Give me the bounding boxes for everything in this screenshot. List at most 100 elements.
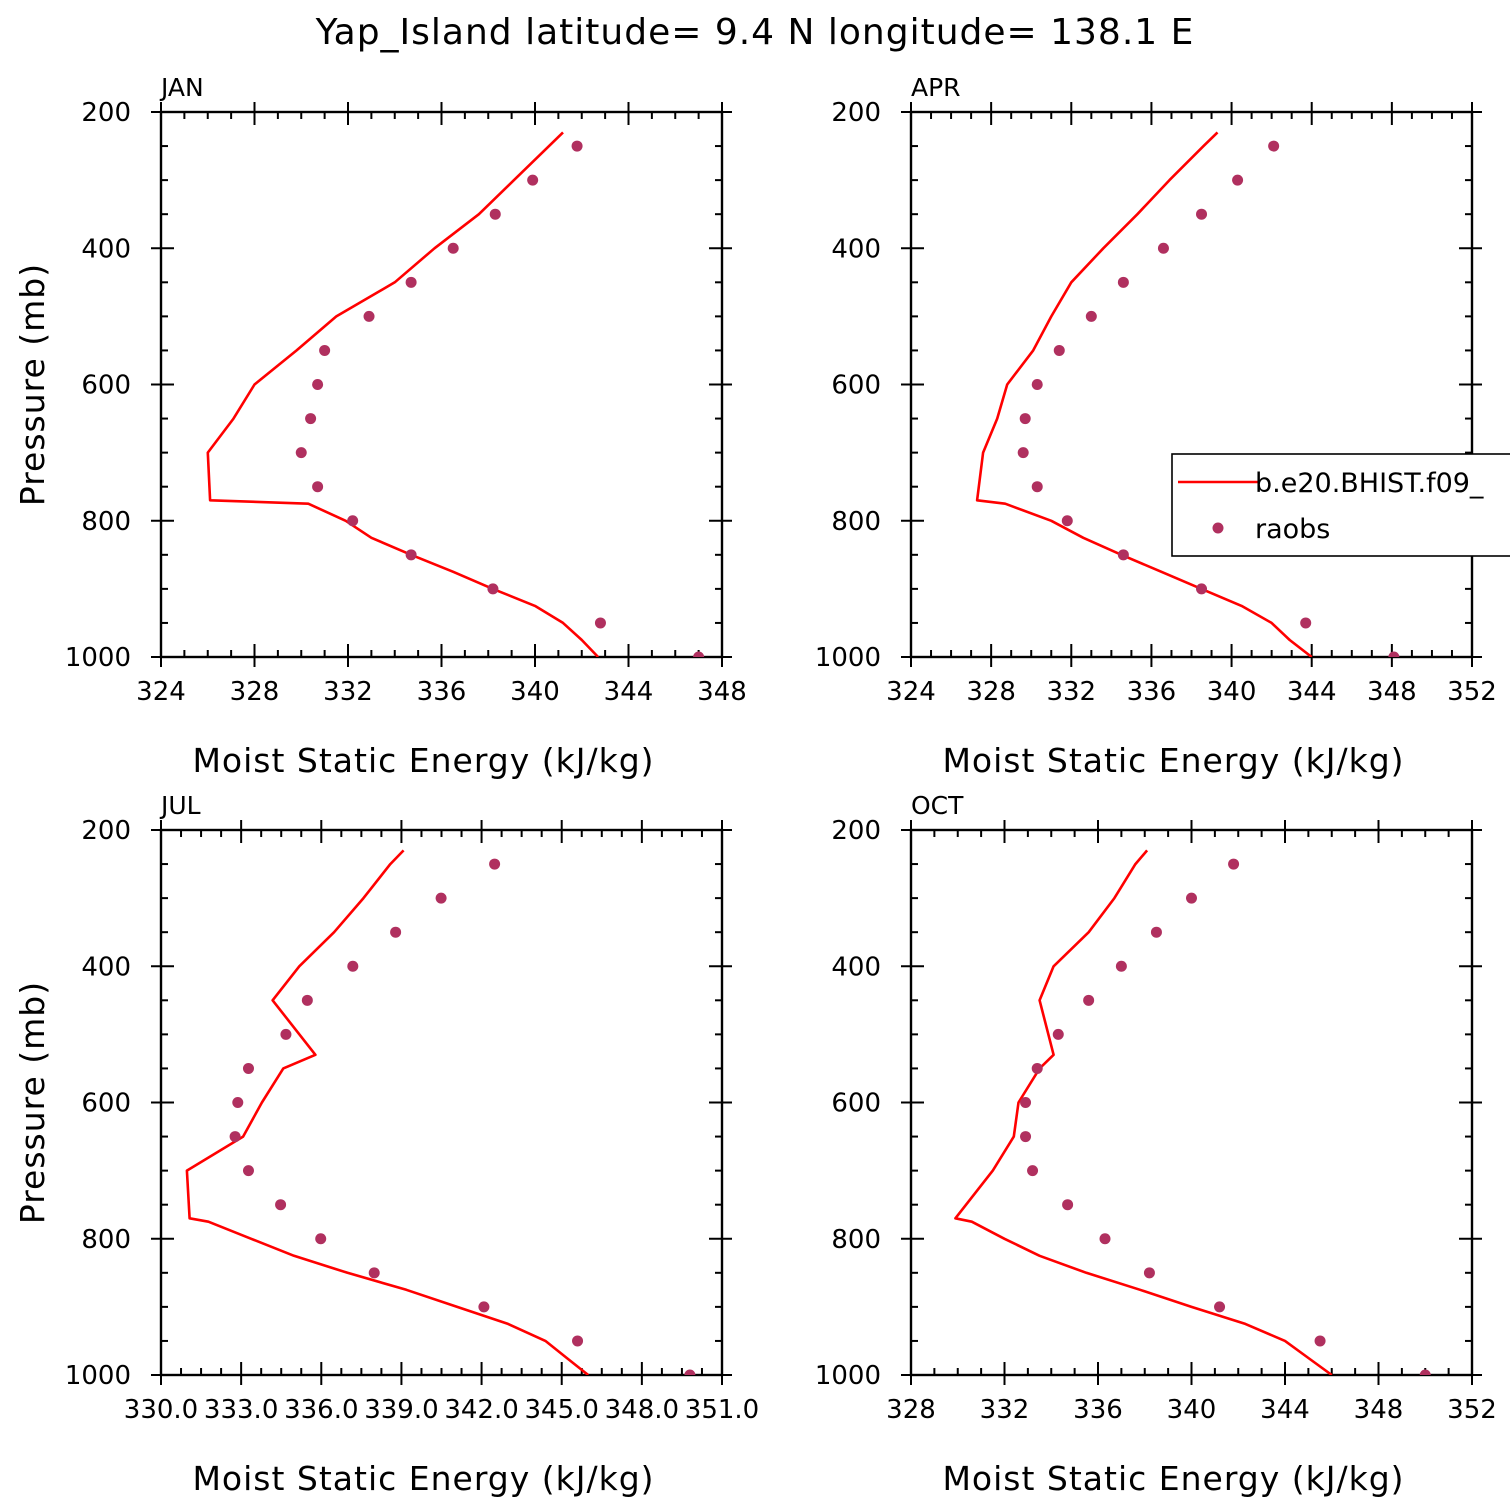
raobs-point <box>242 1062 254 1074</box>
raobs-point <box>390 926 402 938</box>
raobs-point <box>447 242 459 254</box>
raobs-point <box>487 583 499 595</box>
raobs-point <box>1085 310 1097 322</box>
legend-marker-swatch <box>1212 522 1224 534</box>
legend-box <box>1171 453 1510 557</box>
raobs-point <box>319 344 331 356</box>
plot-frame <box>909 110 1474 659</box>
raobs-point <box>1214 1301 1226 1313</box>
y-tick-label: 1000 <box>65 643 131 673</box>
x-tick-label: 336 <box>1073 1395 1123 1425</box>
y-tick-label: 800 <box>831 507 881 537</box>
raobs-point <box>489 208 501 220</box>
plot-area <box>206 131 705 657</box>
raobs-point <box>1052 1028 1064 1040</box>
legend-label-obs: raobs <box>1255 514 1330 545</box>
x-tick-label: 332 <box>980 1395 1030 1425</box>
raobs-point <box>347 515 359 527</box>
raobs-point <box>1143 1267 1155 1279</box>
raobs-point <box>1268 140 1280 152</box>
raobs-point <box>1228 858 1240 870</box>
raobs-point <box>242 1165 254 1177</box>
raobs-point <box>478 1301 490 1313</box>
x-tick-label: 332 <box>323 677 373 707</box>
raobs-point <box>312 481 324 493</box>
plot-area <box>975 131 1400 657</box>
legend: b.e20.BHIST.f09_raobs <box>1171 453 1510 557</box>
x-tick-label: 330.0 <box>124 1395 198 1425</box>
raobs-point <box>405 549 417 561</box>
raobs-point <box>295 447 307 459</box>
y-tick-label: 600 <box>81 1089 131 1119</box>
x-tick-label: 342.0 <box>444 1395 518 1425</box>
x-tick-label: 324 <box>886 677 936 707</box>
y-tick-label: 400 <box>831 952 881 982</box>
y-tick-label: 400 <box>81 234 131 264</box>
raobs-point <box>1099 1233 1111 1245</box>
x-axis-title: Moist Static Energy (kJ/kg) <box>192 741 654 780</box>
y-tick-label: 800 <box>81 1225 131 1255</box>
model-profile-line <box>975 131 1313 657</box>
raobs-point <box>1031 379 1043 390</box>
y-tick-label: 600 <box>81 371 131 401</box>
y-axis-title: Pressure (mb) <box>13 981 52 1224</box>
raobs-point <box>1117 549 1129 561</box>
x-tick-label: 328 <box>966 677 1016 707</box>
y-axis-title: Pressure (mb) <box>13 263 52 506</box>
x-tick-label: 348 <box>1367 677 1417 707</box>
raobs-point <box>305 413 317 425</box>
raobs-point <box>1020 1131 1032 1143</box>
figure-title: Yap_Island latitude= 9.4 N longitude= 13… <box>315 12 1195 53</box>
raobs-point <box>489 858 501 870</box>
raobs-point <box>232 1097 244 1108</box>
raobs-point <box>275 1199 287 1211</box>
x-tick-label: 336 <box>417 677 467 707</box>
raobs-point <box>1061 515 1073 527</box>
raobs-point <box>1115 960 1127 972</box>
raobs-point <box>572 1335 584 1347</box>
panel-label: JUL <box>159 791 201 820</box>
raobs-point <box>368 1267 380 1279</box>
raobs-point <box>1031 481 1043 493</box>
y-tick-label: 1000 <box>815 1361 881 1391</box>
raobs-point <box>693 651 705 657</box>
raobs-point <box>435 892 447 904</box>
raobs-point <box>315 1233 327 1245</box>
x-tick-label: 351.0 <box>685 1395 759 1425</box>
raobs-point <box>1027 1165 1039 1177</box>
raobs-point <box>405 276 417 288</box>
plot-frame <box>159 828 724 1377</box>
x-tick-label: 348 <box>1354 1395 1404 1425</box>
x-tick-label: 340 <box>1207 677 1257 707</box>
model-profile-line <box>206 131 600 657</box>
x-tick-label: 333.0 <box>204 1395 278 1425</box>
raobs-point <box>594 617 606 629</box>
x-tick-label: 345.0 <box>524 1395 598 1425</box>
plot-area <box>954 849 1431 1375</box>
raobs-point <box>1117 276 1129 288</box>
x-tick-label: 340 <box>1167 1395 1217 1425</box>
x-tick-label: 336.0 <box>284 1395 358 1425</box>
x-tick-label: 344 <box>604 677 654 707</box>
plot-frame <box>909 828 1474 1377</box>
x-tick-label: 328 <box>886 1395 936 1425</box>
raobs-point <box>280 1028 292 1040</box>
x-tick-label: 348.0 <box>605 1395 679 1425</box>
raobs-point <box>1031 1062 1043 1074</box>
y-tick-label: 600 <box>831 371 881 401</box>
x-tick-label: 336 <box>1127 677 1177 707</box>
x-tick-label: 340 <box>510 677 560 707</box>
model-profile-line <box>954 849 1333 1375</box>
x-axis-title: Moist Static Energy (kJ/kg) <box>942 741 1404 780</box>
legend-label-model: b.e20.BHIST.f09_ <box>1255 468 1484 499</box>
x-tick-label: 324 <box>136 677 186 707</box>
raobs-point <box>1186 892 1197 904</box>
raobs-point <box>1232 174 1244 186</box>
raobs-point <box>1419 1369 1431 1375</box>
raobs-point <box>1196 583 1208 595</box>
x-axis-title: Moist Static Energy (kJ/kg) <box>942 1459 1404 1498</box>
